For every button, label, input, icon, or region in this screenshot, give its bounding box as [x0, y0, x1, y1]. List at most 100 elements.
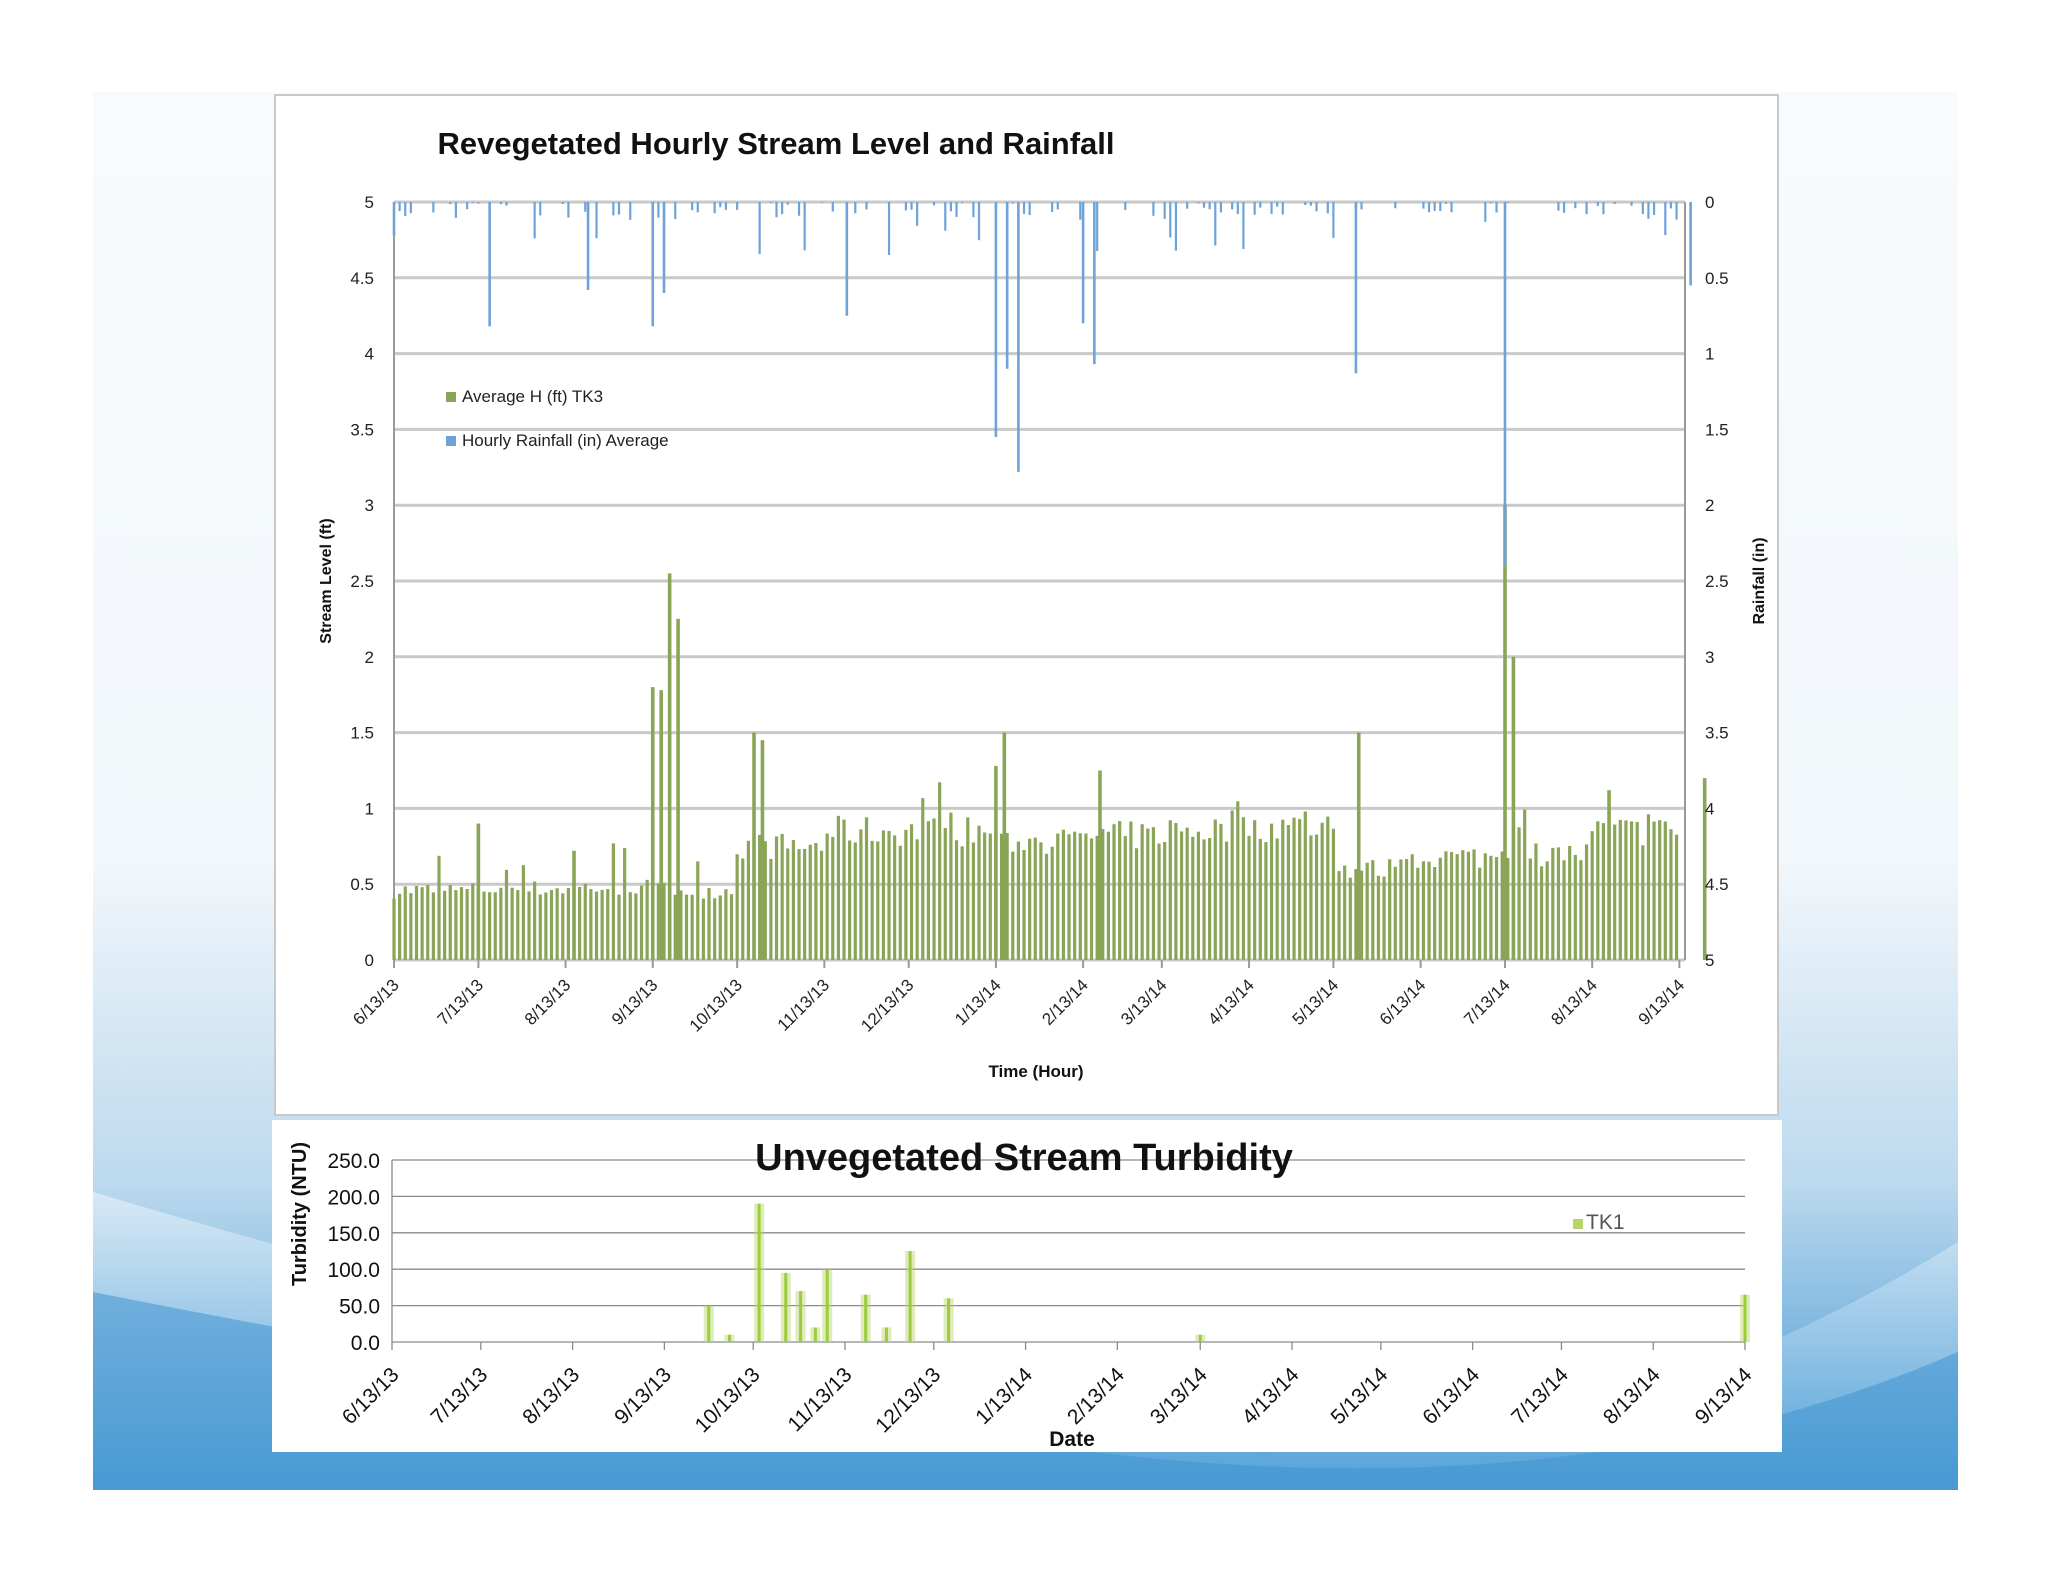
stream-level-bar — [887, 830, 891, 960]
stream-level-bar — [1078, 833, 1082, 960]
x-tick-label: 8/13/13 — [521, 975, 575, 1029]
stream-level-bar — [904, 829, 908, 960]
stream-level-bar — [1129, 821, 1133, 960]
stream-level-bar — [679, 890, 683, 960]
y-tick-label: 2 — [365, 648, 374, 667]
stream-level-bar — [1494, 857, 1499, 960]
rainfall-bar — [1585, 202, 1588, 215]
stream-level-bar — [1258, 838, 1262, 960]
stream-level-bar — [1095, 835, 1099, 960]
rainfall-bar — [505, 202, 508, 206]
rainfall-bar — [916, 202, 919, 226]
stream-level-bar — [1303, 811, 1307, 960]
rainfall-bar — [612, 202, 615, 216]
stream-level-peak-bar — [994, 765, 998, 960]
rainfall-bar — [1169, 202, 1172, 238]
y-tick-label: 50.0 — [339, 1296, 380, 1319]
stream-level-bar — [1371, 860, 1375, 960]
x-tick-label: 7/13/13 — [434, 975, 488, 1029]
stream-level-chart-panel: Revegetated Hourly Stream Level and Rain… — [274, 94, 1779, 1116]
stream-level-bar — [544, 892, 548, 960]
rainfall-bar — [1011, 202, 1014, 204]
stream-level-bar — [915, 839, 919, 960]
x-axis-title-date: Date — [1049, 1428, 1095, 1451]
rainfall-bar — [932, 202, 936, 206]
stream-level-bar — [555, 888, 559, 960]
stream-level-bar — [1624, 820, 1628, 960]
legend-label-stream-level: Average H (ft) TK3 — [462, 387, 603, 406]
y-tick-label: 3.5 — [350, 420, 374, 439]
rainfall-bar — [949, 202, 953, 212]
x-tick-label: 4/13/14 — [1238, 1363, 1304, 1429]
rainfall-bar — [691, 202, 694, 211]
stream-level-bar — [1219, 823, 1223, 960]
y2-tick-label: 3.5 — [1705, 724, 1729, 743]
stream-level-bar — [1157, 843, 1161, 960]
rainfall-bar — [674, 202, 677, 220]
rainfall-bar — [398, 202, 401, 212]
stream-level-bar — [808, 844, 812, 960]
rainfall-bar — [1309, 202, 1313, 206]
stream-level-bar — [1354, 869, 1358, 960]
stream-level-bar — [1444, 851, 1448, 960]
rainfall-bar — [1214, 202, 1217, 246]
stream-level-bar — [1618, 819, 1622, 960]
rainfall-bar — [409, 202, 412, 214]
stream-level-bar — [673, 894, 677, 960]
stream-level-bar — [1478, 867, 1482, 960]
rainfall-bar — [820, 202, 823, 203]
turbidity-bar — [908, 1251, 912, 1342]
stream-level-bar — [1208, 838, 1212, 960]
stream-level-bar — [1331, 828, 1336, 960]
stream-level-bar — [1230, 810, 1234, 960]
stream-level-bar — [1005, 833, 1009, 960]
stream-level-bar — [1253, 820, 1257, 960]
x-tick-label: 8/13/14 — [1599, 1363, 1665, 1429]
stream-level-bar — [1281, 819, 1285, 960]
stream-level-bar — [1393, 866, 1397, 960]
stream-level-bar — [1067, 834, 1071, 960]
stream-level-bar — [1039, 842, 1043, 960]
turbidity-bar — [757, 1203, 761, 1342]
stream-level-bar — [1517, 827, 1521, 960]
rainfall-peak-bar — [392, 202, 396, 236]
turbidity-chart-panel: 0.0 50.0 100.0 150.0 200.0 250.0 6/13/13 7/13/… — [272, 1120, 1782, 1452]
rainfall-bar — [617, 202, 621, 215]
stream-level-bar — [1421, 861, 1426, 960]
rainfall-bar — [1326, 202, 1329, 214]
stream-level-bar — [1528, 858, 1532, 960]
stream-level-bar — [1011, 851, 1015, 960]
stream-level-bar — [1179, 831, 1184, 960]
y-tick-label: 1 — [365, 799, 374, 818]
y-tick-label: 0.0 — [351, 1332, 380, 1355]
rainfall-peak-bar — [651, 202, 655, 327]
stream-level-bar — [1174, 823, 1178, 960]
legend-swatch-stream-level — [446, 392, 456, 402]
stream-level-bar — [977, 825, 981, 960]
stream-level-bar — [1084, 833, 1088, 960]
stream-level-bar — [1562, 860, 1566, 960]
rainfall-bar — [696, 202, 699, 213]
y2-tick-label: 0.5 — [1705, 269, 1729, 288]
stream-level-bar — [1489, 855, 1493, 960]
y2-tick-label: 2 — [1705, 496, 1714, 515]
y-tick-label: 5 — [365, 193, 374, 212]
stream-level-bar — [414, 885, 419, 960]
rainfall-bar — [1557, 202, 1560, 211]
turbidity-bar — [799, 1291, 803, 1342]
turbidity-bar — [1198, 1334, 1202, 1342]
rainfall-bar — [1051, 202, 1054, 212]
stream-level-bar — [623, 847, 627, 960]
stream-level-bar — [1584, 844, 1589, 960]
stream-level-bar — [1168, 820, 1172, 960]
rainfall-bar — [1422, 202, 1425, 209]
stream-level-bar — [392, 898, 396, 960]
stream-level-bar — [639, 885, 644, 960]
stream-level-bar — [803, 848, 807, 960]
stream-level-bar — [938, 782, 942, 960]
rainfall-bar — [786, 202, 789, 205]
rainfall-bar — [1124, 202, 1127, 211]
stream-level-bar — [1309, 835, 1313, 960]
stream-level-bar — [1641, 845, 1645, 960]
rainfall-bar — [1242, 202, 1245, 249]
